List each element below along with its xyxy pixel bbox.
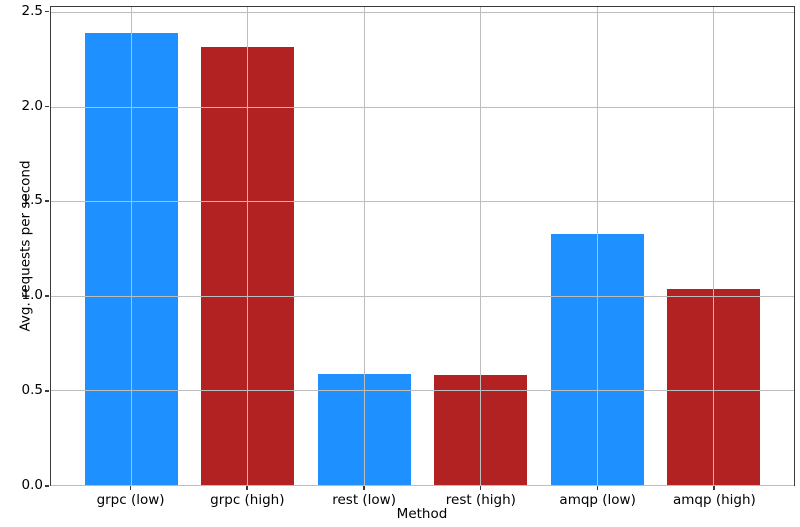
x-axis-label: Method [396, 506, 448, 522]
y-tick-label: 0.5 [21, 382, 43, 399]
y-tick-label: 1.5 [21, 192, 43, 209]
x-gridline [596, 7, 598, 485]
x-tick-mark [129, 486, 132, 490]
y-tick-label: 0.0 [21, 477, 43, 493]
y-tick-mark [45, 200, 49, 202]
x-gridline [130, 7, 132, 485]
plot-area [50, 6, 795, 486]
y-tick-mark [45, 105, 49, 108]
x-tick-mark [479, 486, 482, 490]
y-tick-label: 2.0 [21, 97, 43, 114]
x-tick-label-rest-low: rest (low) [332, 492, 396, 508]
y-tick-mark [45, 10, 49, 13]
y-gridline [51, 390, 794, 392]
x-tick-mark [246, 486, 248, 490]
x-gridline [363, 7, 365, 485]
y-tick-mark [45, 485, 49, 487]
y-gridline [51, 106, 794, 108]
y-tick-label: 1.0 [21, 287, 43, 304]
x-gridline [247, 7, 249, 485]
x-tick-label-grpc-high: grpc (high) [210, 492, 285, 508]
x-gridline [480, 7, 482, 485]
x-tick-mark [713, 486, 716, 490]
x-tick-label-grpc-low: grpc (low) [96, 492, 165, 508]
y-tick-label: 2.5 [21, 2, 43, 19]
x-tick-label-rest-high: rest (high) [445, 492, 516, 508]
y-tick-mark [45, 295, 49, 297]
x-tick-mark [596, 486, 599, 490]
x-tick-label-amqp-high: amqp (high) [673, 492, 756, 508]
y-gridline [51, 484, 794, 486]
y-gridline [51, 201, 794, 203]
x-tick-mark [363, 486, 365, 490]
x-tick-label-amqp-low: amqp (low) [559, 492, 636, 508]
x-gridline [713, 7, 715, 485]
y-tick-mark [45, 390, 49, 392]
y-gridline [51, 295, 794, 297]
y-gridline [51, 12, 794, 14]
y-axis-label: Avg. requests per second [17, 160, 34, 332]
